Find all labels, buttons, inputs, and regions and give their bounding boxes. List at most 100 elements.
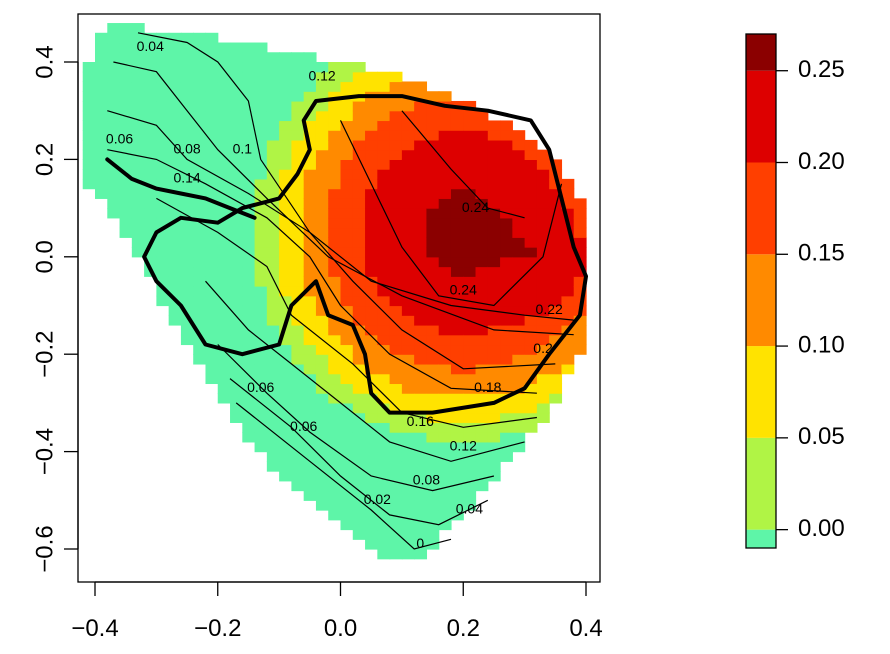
heat-cell-451 (266, 354, 280, 365)
heat-cell-567 (291, 91, 305, 102)
heat-cell-153 (168, 276, 182, 287)
heat-cell-322 (230, 373, 243, 385)
heat-cell-1224 (463, 169, 477, 180)
heat-cell-1375 (512, 130, 526, 141)
heat-cell-437 (254, 62, 268, 73)
heat-cell-79 (131, 178, 145, 190)
heat-cell-28 (95, 42, 108, 53)
contour-label-2: 0.06 (106, 131, 133, 147)
heat-cell-809 (365, 529, 378, 540)
heat-cell-696 (328, 198, 342, 209)
heat-cell-244 (193, 32, 207, 44)
heat-cell-180 (180, 324, 194, 336)
heat-cell-1257 (475, 237, 489, 248)
heat-cell-933 (389, 295, 403, 307)
heat-cell-359 (242, 412, 256, 423)
heat-cell-323 (230, 363, 243, 375)
heat-cell-851 (365, 120, 378, 131)
heat-cell-277 (205, 62, 219, 73)
heat-cell-995 (401, 178, 415, 190)
heat-cell-583 (303, 383, 317, 394)
contour-label-11: 0.06 (247, 379, 274, 395)
heat-cell-287 (217, 334, 231, 346)
heat-cell-299 (217, 217, 231, 229)
heat-cell-1167 (450, 315, 464, 326)
heat-cell-1281 (487, 373, 501, 385)
heat-cell-92 (131, 52, 145, 63)
heat-cell-1316 (500, 373, 513, 385)
heat-cell-252 (205, 305, 219, 316)
heat-cell-1137 (438, 178, 452, 190)
heat-cell-1135 (438, 198, 452, 209)
heat-cell-1185 (450, 139, 464, 151)
heat-cell-1119 (438, 354, 452, 365)
heat-cell-1364 (512, 237, 526, 248)
heat-cell-441 (266, 451, 280, 462)
heat-cell-1150 (450, 480, 464, 492)
heat-cell-887 (377, 256, 391, 268)
heat-cell-686 (328, 295, 342, 307)
heat-cell-941 (389, 217, 403, 229)
heat-cell-1350 (512, 373, 526, 385)
heat-cell-353 (230, 71, 243, 83)
heat-cell-116 (144, 71, 157, 83)
legend-tick-label-3: 0.15 (798, 240, 845, 267)
heat-cell-460 (266, 266, 280, 277)
heat-cell-377 (242, 237, 256, 248)
heat-cell-384 (242, 169, 256, 180)
heat-cell-134 (156, 169, 170, 180)
heat-cell-113 (144, 100, 157, 112)
heat-cell-739 (340, 247, 354, 258)
heat-cell-514 (279, 169, 292, 180)
heat-cell-1017 (414, 441, 428, 453)
heat-cell-309 (217, 120, 231, 131)
heat-cell-1113 (438, 412, 452, 423)
heat-cell-1162 (450, 363, 464, 375)
heat-cell-5 (82, 130, 96, 141)
heat-cell-550 (291, 256, 305, 268)
heat-cell-1111 (438, 432, 452, 443)
y-tick-label-2: −0.2 (31, 331, 58, 378)
heat-cell-169 (168, 120, 182, 131)
heat-cell-730 (340, 334, 354, 346)
heat-cell-1187 (450, 120, 464, 131)
heat-cell-860 (377, 519, 391, 531)
heat-cell-956 (389, 71, 403, 83)
heat-cell-453 (266, 334, 280, 346)
heat-cell-893 (377, 198, 391, 209)
heat-cell-1034 (414, 276, 428, 287)
heat-cell-590 (303, 315, 317, 326)
heat-cell-86 (131, 110, 145, 122)
heat-cell-623 (315, 451, 329, 462)
heat-cell-1368 (512, 198, 526, 209)
heat-cell-844 (365, 188, 378, 199)
heat-cell-155 (168, 256, 182, 268)
heat-cell-1070 (426, 393, 440, 404)
heat-cell-239 (193, 81, 207, 92)
heat-cell-260 (205, 227, 219, 238)
heat-cell-1359 (512, 286, 526, 297)
heat-cell-577 (303, 441, 317, 453)
heat-cell-48 (107, 32, 121, 44)
heat-cell-955 (389, 81, 403, 92)
heat-cell-367 (242, 334, 256, 346)
heat-cell-472 (266, 149, 280, 160)
heat-cell-604 (303, 178, 317, 190)
heat-cell-662 (315, 71, 329, 83)
heat-cell-1036 (414, 256, 428, 268)
heat-cell-1199 (463, 412, 477, 423)
heat-cell-695 (328, 208, 342, 219)
heat-cell-306 (217, 149, 231, 160)
coastline-outline (105, 94, 588, 415)
heat-cell-6 (82, 120, 96, 131)
heat-cell-127 (156, 237, 170, 248)
heat-cell-1048 (414, 139, 428, 151)
heat-cell-330 (230, 295, 243, 307)
heat-cell-762 (352, 500, 366, 511)
heat-cell-592 (303, 295, 317, 307)
heat-cell-255 (205, 276, 219, 287)
heat-cell-1170 (450, 286, 464, 297)
heat-cell-626 (315, 422, 329, 433)
heat-cell-945 (389, 178, 403, 190)
heat-cell-1340 (500, 139, 513, 151)
